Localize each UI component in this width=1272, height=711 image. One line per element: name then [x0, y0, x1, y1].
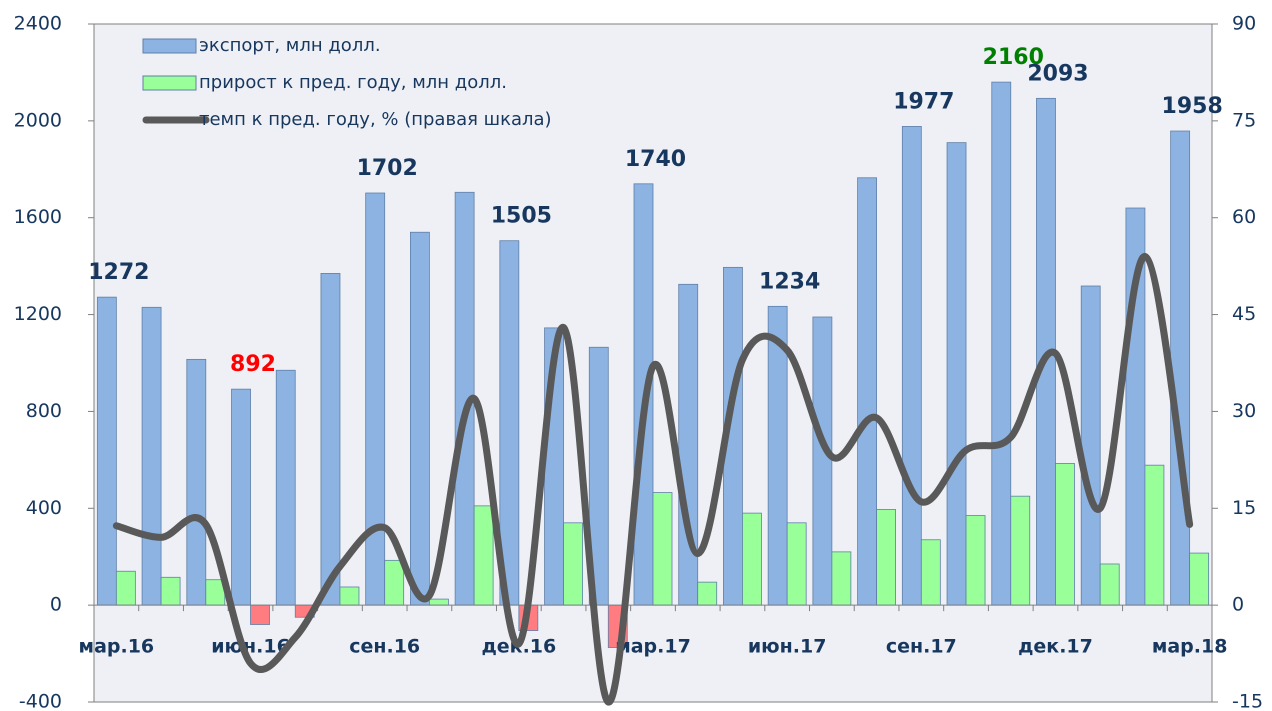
- data-label: 1505: [491, 204, 552, 229]
- bar: [965, 515, 986, 606]
- legend-label: темп к пред. году, % (правая шкала): [199, 109, 552, 130]
- y-tick-label: -400: [19, 691, 62, 711]
- y2-tick-label: 15: [1232, 497, 1256, 519]
- bar: [115, 570, 136, 606]
- y2-tick-label: 90: [1232, 13, 1256, 35]
- bar: [1080, 285, 1101, 606]
- bar: [946, 142, 967, 606]
- data-label: 2093: [1027, 61, 1088, 86]
- bar: [141, 306, 162, 606]
- bar: [250, 604, 270, 625]
- y-tick-label: 2400: [14, 13, 62, 35]
- y-tick-label: 800: [26, 400, 62, 422]
- y2-tick-label: 0: [1232, 594, 1244, 616]
- bar: [742, 512, 762, 606]
- x-tick-label: июн.17: [748, 636, 827, 658]
- line: [112, 252, 1194, 706]
- bar: [160, 576, 181, 606]
- x-tick-label: июн.16: [211, 636, 290, 658]
- x-tick-label: мар.17: [615, 636, 691, 658]
- bar: [991, 81, 1012, 606]
- bar: [339, 586, 360, 606]
- data-label: 2160: [983, 45, 1044, 70]
- bar: [96, 296, 117, 606]
- data-label: 1702: [357, 156, 418, 181]
- legend-swatch: [142, 38, 197, 54]
- bar: [876, 509, 896, 606]
- bar: [857, 177, 877, 606]
- bar: [320, 273, 341, 606]
- y-tick-label: 400: [26, 497, 62, 519]
- y-tick-label: 1600: [14, 206, 62, 228]
- bar: [1144, 464, 1165, 606]
- bar: [186, 358, 207, 606]
- bar: [678, 283, 699, 606]
- y-tick-label: 0: [50, 594, 62, 616]
- y2-tick-label: 45: [1232, 303, 1256, 325]
- y-tick-label: 2000: [14, 109, 62, 131]
- bar: [697, 581, 718, 606]
- y-tick-label: 1200: [14, 303, 62, 325]
- bar: [786, 522, 807, 606]
- data-label: 1958: [1162, 94, 1223, 119]
- data-label: 1234: [759, 269, 820, 294]
- y2-tick-label: -15: [1232, 691, 1263, 711]
- y2-tick-label: 75: [1232, 109, 1256, 131]
- x-tick-label: сен.16: [349, 636, 420, 658]
- x-tick-label: мар.18: [1152, 636, 1228, 658]
- bar: [473, 505, 494, 606]
- bar: [812, 316, 833, 606]
- x-tick-label: мар.16: [79, 636, 155, 658]
- bar: [409, 231, 430, 606]
- data-label: 1977: [893, 89, 954, 114]
- x-tick-label: дек.17: [1018, 636, 1093, 658]
- bar: [652, 492, 673, 606]
- bar: [384, 559, 405, 606]
- bar: [1099, 563, 1120, 606]
- y2-tick-label: 60: [1232, 206, 1256, 228]
- bar: [831, 551, 852, 606]
- legend-label: прирост к пред. году, млн долл.: [199, 72, 507, 93]
- bar: [231, 388, 251, 606]
- data-label: 1740: [625, 147, 686, 172]
- data-label: 892: [230, 352, 276, 377]
- legend-label: экспорт, млн долл.: [199, 35, 381, 56]
- bar: [920, 539, 941, 606]
- bar: [428, 598, 449, 606]
- bar: [1189, 552, 1210, 606]
- bar: [1055, 463, 1075, 606]
- bar: [1170, 130, 1191, 606]
- bar: [365, 192, 386, 606]
- bar: [563, 522, 583, 606]
- y2-tick-label: 30: [1232, 400, 1256, 422]
- bar: [901, 126, 922, 606]
- bar: [275, 369, 296, 606]
- legend-swatch: [142, 75, 197, 91]
- data-label: 1272: [88, 260, 149, 285]
- x-tick-label: сен.17: [886, 636, 957, 658]
- bar: [1010, 495, 1031, 606]
